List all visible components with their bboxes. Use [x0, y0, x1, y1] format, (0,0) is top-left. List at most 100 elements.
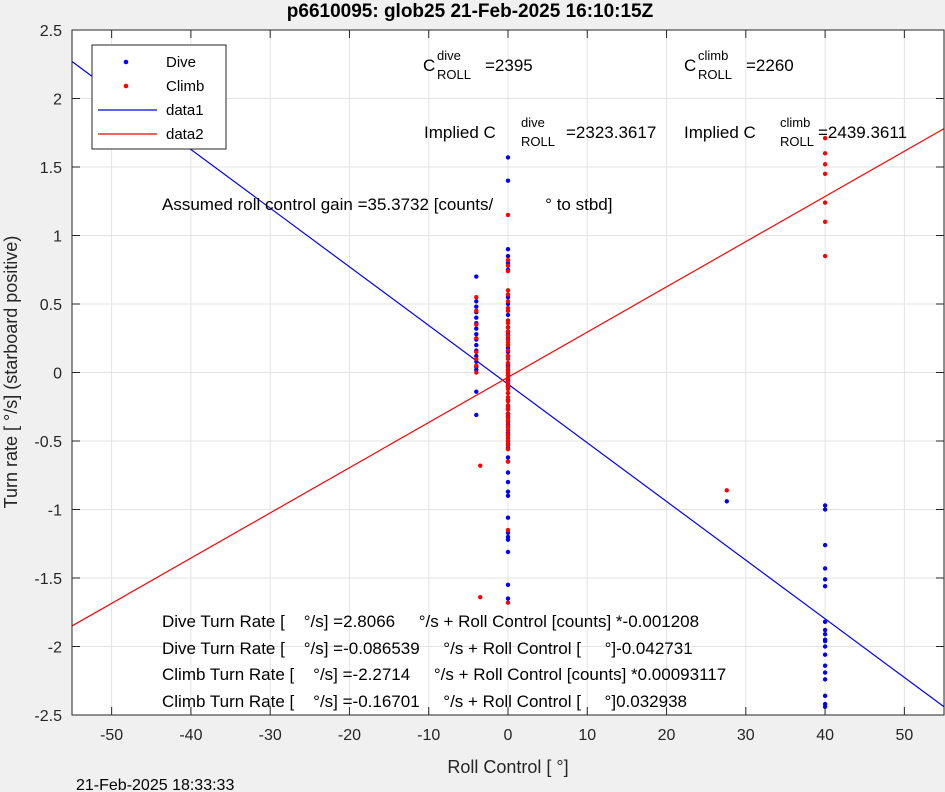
dive-point [822, 542, 828, 548]
dive-point [505, 155, 511, 160]
implied-dive-annotation: Implied C dive ROLL =2323.3617 [424, 115, 656, 149]
climb-point [505, 268, 511, 274]
y-tick-label: -2 [48, 640, 62, 657]
svg-text:ROLL: ROLL [437, 67, 471, 82]
legend-dive-label: Dive [166, 54, 196, 71]
climb-point [505, 212, 511, 218]
svg-text:C: C [684, 56, 696, 75]
dive-point [505, 596, 511, 601]
dive-point [505, 479, 511, 485]
x-tick-label: -40 [179, 727, 202, 744]
climb-point [505, 397, 511, 403]
legend: Dive Climb data1 data2 [91, 44, 227, 150]
climb-point [505, 377, 511, 382]
climb-point [474, 349, 479, 355]
implied-climb-annotation: Implied C climb ROLL =2439.3611 [684, 115, 907, 149]
climb-point [822, 151, 828, 156]
dive-point [822, 627, 828, 633]
climb-point [474, 336, 479, 341]
climb-point [474, 308, 479, 314]
climb-point [505, 292, 511, 297]
climb-point [822, 219, 828, 224]
svg-text:=2439.3611: =2439.3611 [818, 123, 907, 142]
climb-point [505, 308, 511, 314]
x-tick-label: 10 [578, 727, 596, 744]
svg-text:ROLL: ROLL [780, 134, 814, 149]
dive-point [505, 489, 511, 494]
dive-point [822, 631, 828, 637]
chart-title: p6610095: glob25 21-Feb-2025 16:10:15Z [287, 1, 654, 22]
legend-climb-label: Climb [166, 78, 204, 95]
climb-point [505, 411, 511, 416]
dive-point [505, 493, 511, 498]
climb-point [505, 288, 511, 293]
climb-point [505, 299, 511, 304]
equation-line-4: Climb Turn Rate [ °/s] =-0.16701 °/s + R… [162, 692, 687, 711]
dive-point [724, 499, 729, 504]
dive-point [822, 704, 828, 709]
dive-point [822, 584, 828, 589]
y-tick-label: 1 [53, 229, 62, 246]
climb-point [505, 257, 511, 263]
climb-point [474, 363, 479, 368]
x-tick-label: -30 [259, 727, 282, 744]
dive-point [474, 299, 479, 304]
climb-point [505, 390, 511, 396]
equation-line-2: Dive Turn Rate [ °/s] =-0.086539 °/s + R… [162, 639, 693, 658]
climb-point [474, 322, 479, 327]
dive-point [505, 178, 511, 183]
dive-point [822, 566, 828, 571]
y-tick-label: 2.5 [40, 23, 62, 40]
climb-point [505, 333, 511, 338]
y-tick-label: -1.5 [34, 571, 62, 588]
c-climb-annotation: C climb ROLL =2260 [684, 48, 794, 82]
climb-point [505, 340, 511, 345]
x-tick-label: 40 [816, 727, 834, 744]
dive-point [505, 470, 511, 475]
svg-text:climb: climb [698, 48, 728, 63]
equation-line-3: Climb Turn Rate [ °/s] =-2.2714 °/s + Ro… [162, 665, 726, 684]
dive-point [474, 331, 479, 337]
x-tick-label: 30 [737, 727, 755, 744]
climb-point [505, 418, 511, 423]
climb-point [822, 136, 828, 141]
x-axis-label: Roll Control [ °] [447, 757, 568, 777]
y-tick-label: -2.5 [34, 708, 62, 725]
y-axis-label: Turn rate [ °/s] (starboard positive) [1, 236, 21, 509]
climb-point [505, 600, 511, 605]
climb-point [474, 370, 479, 375]
y-tick-label: -1 [48, 503, 62, 520]
dive-point [474, 315, 479, 320]
climb-point [505, 325, 511, 330]
legend-climb-marker [123, 83, 129, 89]
dive-point [505, 549, 511, 555]
gain-annotation: Assumed roll control gain =35.3732 [coun… [162, 195, 612, 214]
axis-ticks: -50 -40 -30 -20 -10 0 10 20 30 40 50-2.5-2-1.5-1-0… [34, 23, 944, 744]
svg-text:C: C [423, 56, 435, 75]
climb-point [505, 320, 511, 326]
climb-point [505, 370, 511, 375]
svg-text:dive: dive [437, 48, 461, 63]
climb-point [505, 348, 511, 353]
dive-point [822, 503, 828, 508]
climb-point [505, 263, 511, 268]
legend-box [91, 44, 227, 150]
svg-text:Implied C: Implied C [424, 123, 496, 142]
legend-data1-label: data1 [166, 102, 204, 119]
dive-point [505, 247, 511, 252]
c-dive-annotation: C dive ROLL =2395 [423, 48, 533, 82]
dive-point [505, 253, 511, 259]
x-tick-label: 0 [504, 727, 513, 744]
dive-point [822, 663, 828, 668]
dive-point [822, 652, 828, 657]
climb-point [478, 463, 483, 468]
climb-point [505, 353, 511, 359]
climb-point [505, 459, 511, 464]
svg-text:climb: climb [780, 115, 810, 130]
climb-point [505, 433, 511, 438]
climb-point [505, 441, 511, 446]
climb-point [505, 384, 511, 389]
svg-text:ROLL: ROLL [521, 134, 555, 149]
dive-point [505, 582, 511, 588]
climb-point [474, 356, 479, 361]
